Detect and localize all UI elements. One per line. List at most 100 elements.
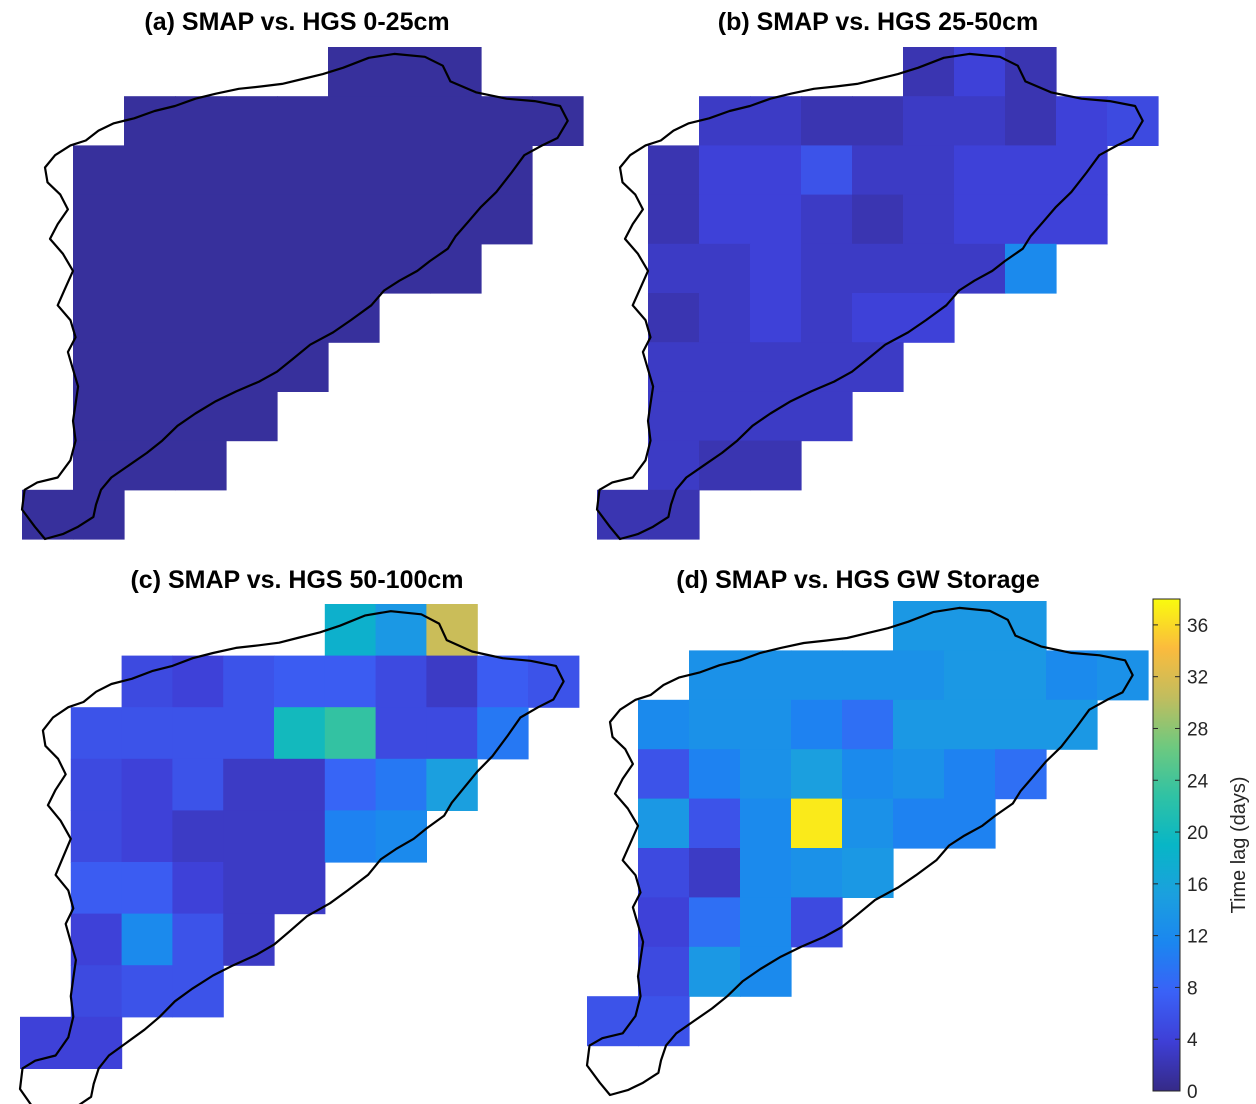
colorbar-tick-label: 24 <box>1187 771 1209 792</box>
cell-r3-c1 <box>70 758 123 811</box>
cell-r8-c2 <box>699 440 751 491</box>
cell-r3-c6 <box>903 194 955 245</box>
cell-r2-c7 <box>944 699 996 750</box>
cell-r1-c3 <box>175 96 227 146</box>
panel-c: (c) SMAP vs. HGS 50-100cm <box>18 566 580 1104</box>
basin-outline <box>20 52 569 541</box>
cell-r5-c4 <box>223 862 275 915</box>
cell-r1-c3 <box>172 655 224 708</box>
colorbar-tick-label: 28 <box>1187 719 1208 740</box>
colorbar-tick-label: 4 <box>1187 1030 1198 1051</box>
cell-r8-c1 <box>638 996 690 1047</box>
cell-r1-c3 <box>750 96 802 146</box>
cell-r6-c1 <box>70 913 123 966</box>
cell-r0-c8 <box>1005 47 1057 97</box>
cell-r7-c1 <box>70 965 123 1018</box>
cell-r3-c3 <box>175 194 227 245</box>
cell-r1-c7 <box>379 96 431 146</box>
cell-r2-c8 <box>1005 145 1057 196</box>
cell-r3-c9 <box>481 194 533 245</box>
cell-r4-c6 <box>328 243 380 294</box>
cell-r3-c3 <box>750 194 802 245</box>
colorbar-tick-label: 8 <box>1187 978 1198 999</box>
cell-r4-c3 <box>750 243 802 294</box>
cell-r3-c7 <box>954 194 1006 245</box>
cell-r0-c8 <box>995 601 1047 651</box>
cell-r7-c2 <box>124 391 176 442</box>
cell-r2-c2 <box>689 699 741 750</box>
cell-r1-c4 <box>223 655 275 708</box>
cell-r4-c4 <box>223 810 275 863</box>
cell-r1-c2 <box>124 96 176 146</box>
cell-r7-c4 <box>226 391 278 442</box>
cell-r4-c6 <box>903 243 955 294</box>
cell-r2-c2 <box>124 145 176 196</box>
cell-r6-c3 <box>740 897 792 948</box>
cell-r2-c5 <box>852 145 904 196</box>
cell-r4-c5 <box>274 810 326 863</box>
cell-r2-c5 <box>842 699 894 750</box>
cell-r5-c2 <box>124 293 176 343</box>
cell-r3-c9 <box>1056 194 1108 245</box>
cell-r3-c2 <box>124 194 176 245</box>
cell-r5-c3 <box>172 862 224 915</box>
cell-r2-c9 <box>1046 699 1098 750</box>
cell-r1-c6 <box>893 650 945 701</box>
cell-r8-c2 <box>124 440 176 491</box>
cell-r7-c1 <box>73 391 125 442</box>
cell-r3-c1 <box>73 194 125 245</box>
colorbar-tick-label: 20 <box>1187 823 1208 844</box>
cell-r9-c0 <box>597 489 649 540</box>
cell-r5-c1 <box>73 293 125 343</box>
cell-r3-c6 <box>893 749 945 800</box>
cell-r7-c2 <box>689 946 741 997</box>
cell-r5-c3 <box>740 848 792 898</box>
cell-r1-c5 <box>842 650 894 701</box>
cell-r2-c9 <box>477 707 529 760</box>
cell-r3-c5 <box>842 749 894 800</box>
cell-r1-c2 <box>121 655 173 708</box>
cell-r8-c1 <box>70 1016 123 1069</box>
cell-r1-c6 <box>328 96 380 146</box>
colorbar-ticks: 0 4 8 12 16 20 24 28 32 36 <box>1153 616 1209 1103</box>
cell-r1-c8 <box>426 655 478 708</box>
cell-r4-c4 <box>226 243 278 294</box>
cell-r4-c2 <box>689 798 741 849</box>
cell-r4-c1 <box>70 810 123 863</box>
cell-r6-c2 <box>699 342 751 392</box>
cell-r2-c8 <box>426 707 478 760</box>
cell-r2-c8 <box>430 145 482 196</box>
cell-r4-c6 <box>324 810 377 863</box>
cell-r5-c5 <box>274 862 326 915</box>
cell-r1-c6 <box>324 655 377 708</box>
cell-r3-c2 <box>121 758 173 811</box>
cell-r2-c7 <box>954 145 1006 196</box>
cell-r1-c5 <box>274 655 326 708</box>
panel-b-title: (b) SMAP vs. HGS 25-50cm <box>718 8 1038 36</box>
cell-r2-c9 <box>481 145 533 196</box>
cell-r3-c3 <box>740 749 792 800</box>
cell-r2-c8 <box>995 699 1047 750</box>
panel-c-title: (c) SMAP vs. HGS 50-100cm <box>130 566 463 594</box>
cell-r5-c4 <box>226 293 278 343</box>
cell-r6-c1 <box>648 342 700 392</box>
cell-r1-c7 <box>954 96 1006 146</box>
cell-r4-c7 <box>944 798 996 849</box>
cell-r8-c1 <box>648 440 700 491</box>
cell-r8-c0 <box>20 1016 72 1069</box>
cell-r1-c4 <box>226 96 278 146</box>
cell-r2-c3 <box>172 707 224 760</box>
cell-r1-c9 <box>481 96 533 146</box>
cell-r1-c4 <box>801 96 853 146</box>
cell-r9-c0 <box>22 489 74 540</box>
cell-r5-c2 <box>699 293 751 343</box>
colorbar-tick-label: 12 <box>1187 927 1208 948</box>
cell-r6-c3 <box>172 913 224 966</box>
cell-r8-c3 <box>750 440 802 491</box>
cell-r3-c6 <box>328 194 380 245</box>
cell-r6-c1 <box>638 897 690 948</box>
cell-r3-c7 <box>375 758 427 811</box>
cell-r4-c4 <box>801 243 853 294</box>
cell-r3-c5 <box>274 758 326 811</box>
cell-r0-c6 <box>328 47 380 97</box>
